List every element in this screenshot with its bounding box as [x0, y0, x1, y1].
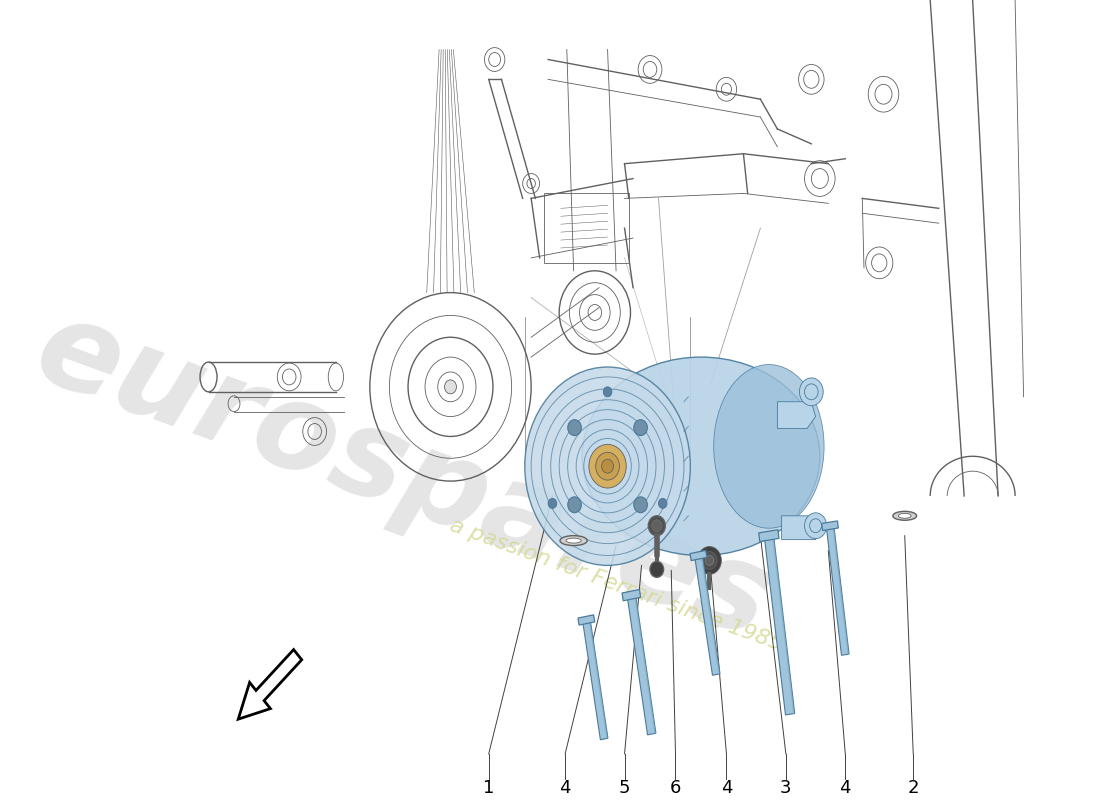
Circle shape — [444, 380, 456, 394]
Circle shape — [634, 497, 648, 513]
Circle shape — [651, 520, 662, 532]
Text: 3: 3 — [780, 778, 792, 797]
Circle shape — [659, 498, 667, 508]
Circle shape — [596, 452, 619, 480]
Polygon shape — [826, 525, 849, 655]
Circle shape — [804, 513, 826, 538]
Polygon shape — [690, 550, 707, 561]
Polygon shape — [759, 530, 779, 542]
Polygon shape — [822, 521, 838, 530]
Polygon shape — [627, 594, 656, 735]
Text: 4: 4 — [720, 778, 733, 797]
Text: eurospares: eurospares — [21, 289, 786, 663]
Polygon shape — [764, 535, 794, 715]
Text: 4: 4 — [560, 778, 571, 797]
Text: 6: 6 — [670, 778, 681, 797]
Circle shape — [568, 497, 581, 513]
Circle shape — [648, 516, 666, 536]
Circle shape — [568, 420, 581, 435]
Polygon shape — [578, 615, 595, 625]
Bar — [543, 194, 629, 263]
Circle shape — [705, 555, 714, 566]
Ellipse shape — [714, 365, 824, 528]
Text: 4: 4 — [839, 778, 851, 797]
Polygon shape — [778, 402, 815, 429]
Polygon shape — [701, 554, 721, 674]
Polygon shape — [588, 619, 608, 738]
Ellipse shape — [899, 514, 911, 518]
Polygon shape — [832, 525, 849, 654]
Circle shape — [588, 444, 626, 488]
Polygon shape — [782, 516, 824, 540]
Polygon shape — [695, 554, 721, 675]
Circle shape — [702, 551, 717, 570]
Ellipse shape — [582, 357, 820, 555]
Circle shape — [548, 498, 557, 508]
FancyArrow shape — [239, 650, 301, 719]
Circle shape — [634, 420, 648, 435]
Ellipse shape — [525, 367, 691, 566]
Circle shape — [603, 387, 612, 397]
Polygon shape — [634, 594, 656, 734]
Polygon shape — [583, 619, 608, 740]
Circle shape — [800, 378, 823, 406]
Circle shape — [602, 459, 614, 473]
Ellipse shape — [560, 536, 587, 546]
Polygon shape — [623, 590, 640, 601]
Ellipse shape — [566, 538, 581, 543]
Ellipse shape — [893, 511, 916, 520]
Text: 5: 5 — [619, 778, 630, 797]
Text: 1: 1 — [483, 778, 494, 797]
Circle shape — [697, 546, 722, 574]
Circle shape — [650, 562, 663, 578]
Text: 2: 2 — [908, 778, 918, 797]
Text: a passion for Ferrari since 1985: a passion for Ferrari since 1985 — [447, 515, 785, 655]
Polygon shape — [772, 535, 794, 714]
